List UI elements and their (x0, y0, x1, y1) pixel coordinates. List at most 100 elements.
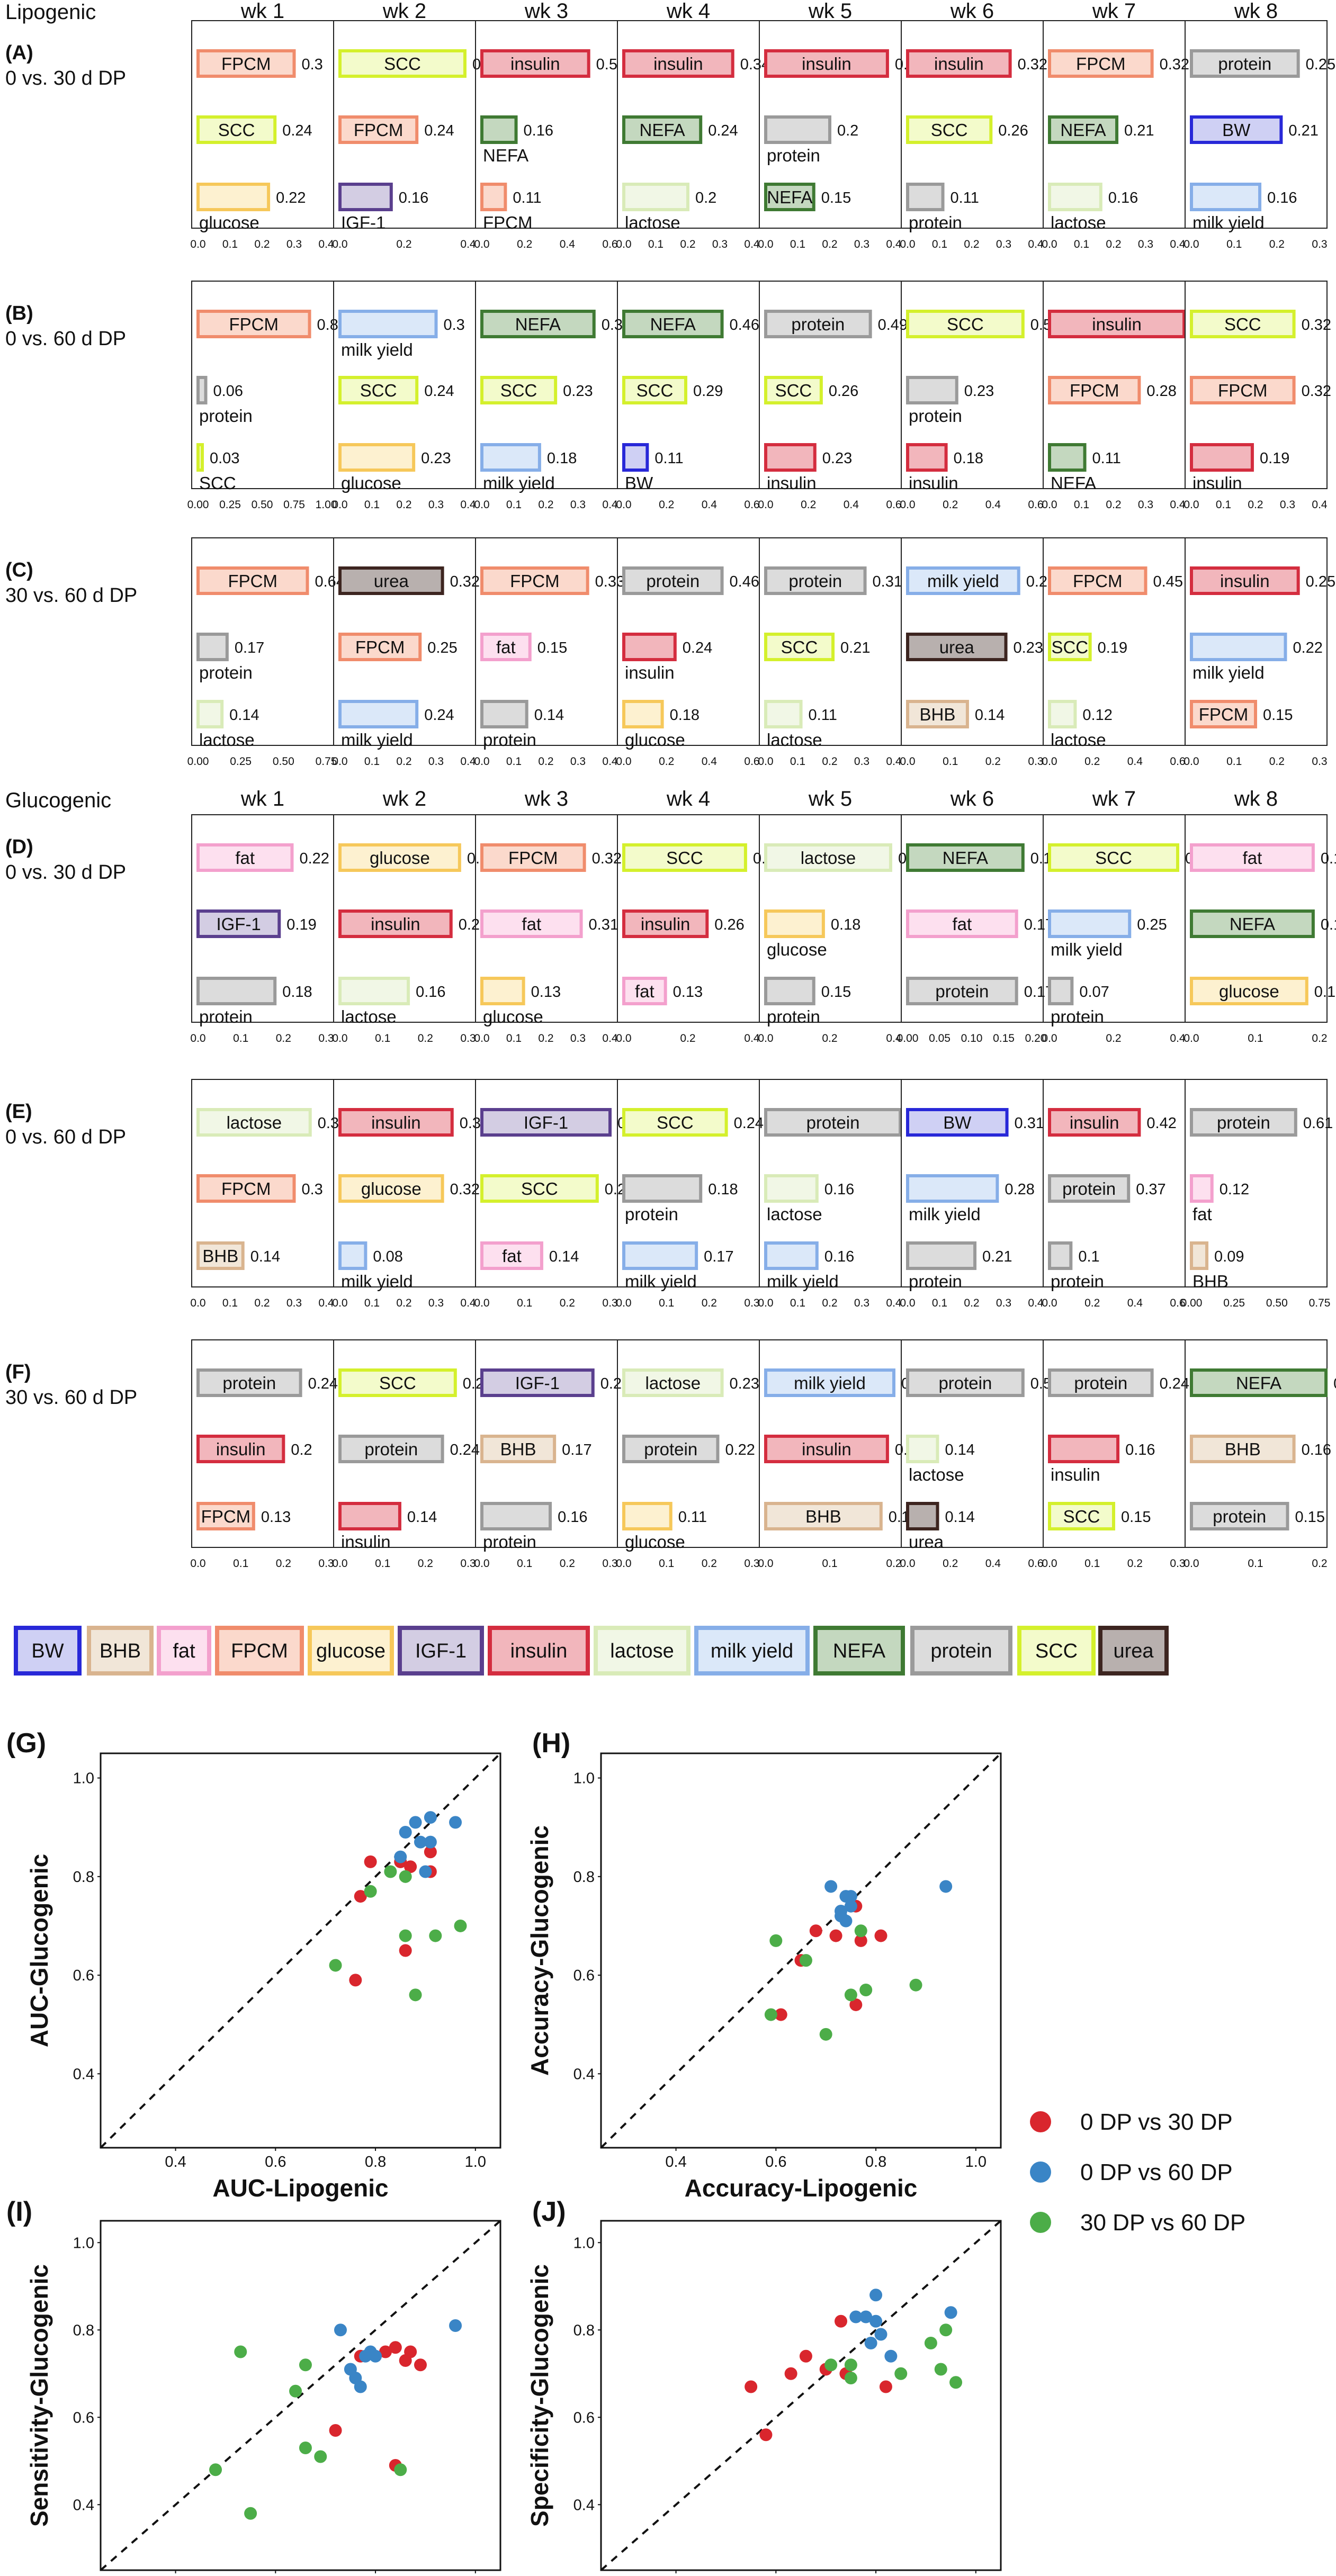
bar-value: 0.5 (596, 56, 617, 73)
tick-label: 0.1 (364, 755, 380, 768)
bar-value: 0.14 (945, 1442, 974, 1458)
bar-cell: insulin 0.25 milk yield 0.22 FPCM 0.15 0.0 0.1 0… (1183, 537, 1335, 768)
tick-label: 0.0 (1183, 499, 1199, 511)
bar-label: BHB (1225, 1439, 1261, 1459)
bar-value: 0.14 (945, 1509, 974, 1526)
bar-protein (1048, 1241, 1073, 1270)
bar-glucose (622, 1502, 673, 1530)
bar-cell: insulin0.38protein0.2NEFA0.150.00.10.20.… (758, 20, 925, 250)
legend-item-fpcm: FPCM (215, 1626, 304, 1676)
tick-label: 0.3 (428, 755, 444, 768)
tick-label: 0.1 (222, 1297, 238, 1309)
bar-value: 0.23 (822, 450, 852, 467)
bar-value: 0.24 (734, 1115, 764, 1132)
bar-label: protein (909, 406, 962, 426)
bar-cell: SCC 0.32 FPCM 0.32 insulin 0.19 0.0 0.1 0.2 0.3 0.… (1183, 281, 1331, 511)
bar-scc (906, 115, 993, 144)
week-header-gluco-3: wk 3 (524, 787, 568, 810)
tick-label: 0.2 (254, 1297, 270, 1309)
bar-label: IGF-1 (524, 1113, 568, 1132)
point-0-dp-vs-30-dp (424, 1845, 437, 1859)
tick-label: 0.1 (932, 238, 947, 250)
bar-label: protein (788, 571, 842, 591)
tick-label: 0.3 (286, 1297, 302, 1309)
bar-glucose (338, 1174, 444, 1203)
bar-label: protein (199, 406, 253, 426)
point-0-dp-vs-60-dp (354, 2380, 367, 2393)
bar-label: NEFA (1051, 473, 1096, 493)
point-0-dp-vs-60-dp (874, 2328, 887, 2341)
legend-label: BHB (100, 1640, 141, 1662)
tick-label: 0.3 (570, 1032, 586, 1044)
bar-label: BHB (920, 705, 956, 724)
tick-label: 0.2 (1106, 238, 1121, 250)
tick-label: 0.1 (375, 1032, 390, 1044)
point-30-dp-vs-60-dp (949, 2376, 963, 2389)
scatter-panel-letter: (I) (6, 2196, 32, 2227)
bar-glucose (196, 183, 271, 211)
tick-label: 0.0 (190, 1297, 205, 1309)
bar-protein (196, 633, 229, 661)
tick-label: 0.25 (219, 499, 241, 511)
bar-label: protein (909, 1272, 962, 1291)
bar-insulin (480, 49, 590, 78)
bar-label: SCC (384, 54, 421, 74)
legend-item-protein: protein (910, 1626, 1012, 1676)
bar-label: FPCM (1070, 381, 1119, 400)
tick-label: 0.2 (659, 755, 674, 768)
tick-label: 0.3 (996, 1297, 1011, 1309)
point-0-dp-vs-30-dp (389, 2341, 402, 2354)
tick-label: 0.0 (1042, 1032, 1057, 1044)
bar-lactose (764, 843, 892, 872)
tick-label: 0.0 (332, 1297, 347, 1309)
point-0-dp-vs-30-dp (809, 1924, 822, 1938)
cell-frame (1185, 1339, 1328, 1548)
scatter-legend-label: 0 DP vs 30 DP (1080, 2109, 1233, 2135)
bar-nefa (1048, 115, 1119, 144)
bar-fpcm (196, 310, 311, 338)
scatter-legend: 0 DP vs 30 DP 0 DP vs 60 DP 30 DP vs 60 DP (1030, 2109, 1245, 2236)
legend-swatch (910, 1626, 1012, 1676)
bar-urea (906, 1502, 939, 1530)
tick-label: 0.0 (1042, 499, 1057, 511)
point-0-dp-vs-30-dp (404, 1860, 417, 1874)
bar-insulin (764, 443, 817, 472)
tick-label: 0.2 (396, 238, 411, 250)
bar-label: BHB (805, 1507, 841, 1526)
point-0-dp-vs-60-dp (419, 1865, 432, 1878)
legend-item-bw: BW (14, 1626, 82, 1676)
bar-label: milk yield (1192, 213, 1265, 232)
panel-label: 30 vs. 60 d DP (5, 1386, 137, 1409)
bar-value: 0.31 (873, 573, 902, 590)
tick-label: 0.3 (602, 1297, 617, 1309)
bar-label: FPCM (354, 120, 404, 140)
tick-label: 0.1 (648, 238, 663, 250)
bar-label: glucose (199, 213, 259, 232)
bar-scc (764, 633, 835, 661)
bar-label: urea (374, 571, 409, 591)
bar-milk-yield (338, 1241, 367, 1270)
bar-label: insulin (802, 54, 851, 74)
tick-label: 0.2 (560, 1557, 575, 1570)
tick-label: 0.00 (1181, 1297, 1203, 1309)
legend-label: NEFA (833, 1640, 886, 1662)
bar-label: FPCM (510, 571, 560, 591)
point-30-dp-vs-60-dp (939, 2323, 953, 2337)
bar-milk-yield (906, 566, 1020, 595)
bar-value: 0.18 (670, 707, 700, 724)
bar-value: 0.3 (302, 56, 323, 73)
tick-label: 0.3 (1312, 755, 1327, 768)
bar-label: lactose (645, 1373, 701, 1393)
bar-glucose (1190, 977, 1308, 1005)
tick-label: 0.2 (964, 238, 979, 250)
tick-label: 0.3 (712, 238, 728, 250)
bar-value: 0.29 (693, 383, 723, 400)
point-0-dp-vs-60-dp (399, 1826, 412, 1839)
x-tick-label: 1.0 (465, 2154, 486, 2170)
legend-item-nefa: NEFA (813, 1626, 905, 1676)
bar-milk-yield (1190, 183, 1262, 211)
tick-label: 0.1 (233, 1557, 248, 1570)
legend-swatch (215, 1626, 304, 1676)
